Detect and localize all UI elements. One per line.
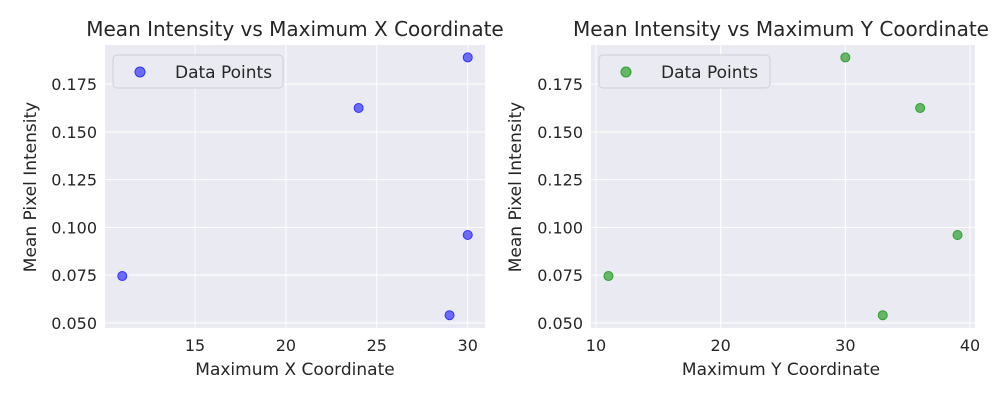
y-tick-label: 0.050 xyxy=(537,314,583,333)
y-tick-label: 0.050 xyxy=(51,314,97,333)
plot-area xyxy=(105,45,485,328)
plot-area xyxy=(591,45,975,328)
x-tick-labels: 15 20 25 30 xyxy=(185,336,478,355)
data-points xyxy=(117,52,473,321)
x-gridlines xyxy=(194,45,469,328)
legend-entry-label: Data Points xyxy=(661,63,758,83)
chart-title: Mean Intensity vs Maximum X Coordinate xyxy=(86,17,503,41)
y-tick-label: 0.150 xyxy=(51,123,97,142)
data-point xyxy=(462,230,473,241)
y-tick-label: 0.125 xyxy=(537,171,583,190)
x-tick-label: 20 xyxy=(276,336,296,355)
chart-y-coordinate: 10 20 30 40 0.0500.0750.1000.1250.1500.175 … xyxy=(506,17,989,380)
y-tick-label: 0.100 xyxy=(537,218,583,237)
x-tick-label: 30 xyxy=(835,336,855,355)
x-tick-label: 15 xyxy=(185,336,205,355)
data-point xyxy=(952,230,963,241)
data-point xyxy=(840,52,851,63)
x-gridlines xyxy=(595,45,971,328)
chart-x-coordinate: 15 20 25 30 0.0500.0750.1000.1250.1500.175 … xyxy=(21,17,504,380)
legend-frame xyxy=(598,54,771,89)
y-axis-label: Mean Pixel Intensity xyxy=(21,102,41,272)
legend-entry-label: Data Points xyxy=(175,63,272,83)
y-tick-label: 0.075 xyxy=(51,266,97,285)
data-points xyxy=(603,52,963,321)
y-tick-label: 0.150 xyxy=(537,123,583,142)
x-tick-label: 20 xyxy=(710,336,730,355)
x-tick-labels: 10 20 30 40 xyxy=(586,336,980,355)
data-point xyxy=(462,52,473,63)
y-tick-label: 0.175 xyxy=(51,75,97,94)
x-axis-label: Maximum Y Coordinate xyxy=(682,360,880,380)
data-point xyxy=(603,271,614,282)
legend: Data Points xyxy=(598,54,771,89)
data-point xyxy=(915,103,926,114)
y-tick-label: 0.100 xyxy=(51,218,97,237)
data-point xyxy=(877,310,888,321)
y-tick-label: 0.175 xyxy=(537,75,583,94)
y-tick-label: 0.125 xyxy=(51,171,97,190)
y-tick-labels: 0.050 0.075 0.100 0.125 0.150 0.175 xyxy=(537,75,583,333)
y-tick-labels: 0.050 0.075 0.100 0.125 0.150 0.175 xyxy=(51,75,97,333)
legend-marker xyxy=(620,66,632,78)
y-tick-label: 0.075 xyxy=(537,266,583,285)
data-point xyxy=(117,271,128,282)
y-gridlines xyxy=(591,83,975,324)
x-tick-label: 30 xyxy=(458,336,478,355)
x-tick-label: 10 xyxy=(586,336,606,355)
data-point xyxy=(353,103,364,114)
legend: Data Points xyxy=(112,54,284,89)
x-tick-label: 25 xyxy=(367,336,387,355)
legend-frame xyxy=(112,54,284,89)
x-tick-label: 40 xyxy=(960,336,980,355)
data-point xyxy=(444,310,455,321)
legend-marker xyxy=(134,66,146,78)
x-axis-label: Maximum X Coordinate xyxy=(195,360,394,380)
chart-title: Mean Intensity vs Maximum Y Coordinate xyxy=(573,17,989,41)
y-axis-label: Mean Pixel Intensity xyxy=(506,102,526,272)
